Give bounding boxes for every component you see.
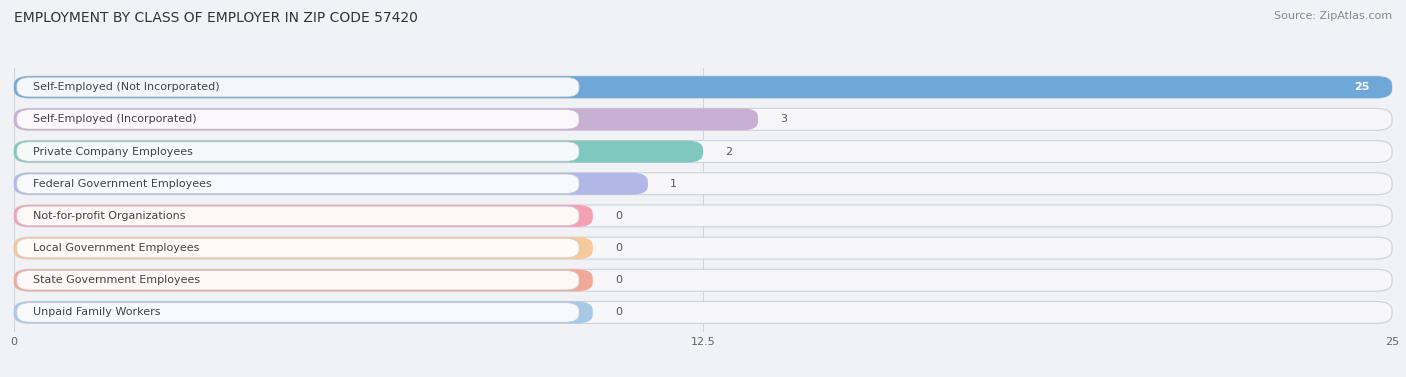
FancyBboxPatch shape <box>14 302 1392 323</box>
Text: Private Company Employees: Private Company Employees <box>34 147 193 156</box>
Text: EMPLOYMENT BY CLASS OF EMPLOYER IN ZIP CODE 57420: EMPLOYMENT BY CLASS OF EMPLOYER IN ZIP C… <box>14 11 418 25</box>
Text: 0: 0 <box>614 308 621 317</box>
Text: 0: 0 <box>614 243 621 253</box>
FancyBboxPatch shape <box>14 109 1392 130</box>
FancyBboxPatch shape <box>14 205 593 227</box>
FancyBboxPatch shape <box>14 205 1392 227</box>
FancyBboxPatch shape <box>17 303 579 322</box>
FancyBboxPatch shape <box>17 78 579 97</box>
Text: State Government Employees: State Government Employees <box>34 275 201 285</box>
Text: Source: ZipAtlas.com: Source: ZipAtlas.com <box>1274 11 1392 21</box>
Text: 0: 0 <box>614 275 621 285</box>
FancyBboxPatch shape <box>14 269 593 291</box>
FancyBboxPatch shape <box>17 238 579 258</box>
FancyBboxPatch shape <box>14 237 593 259</box>
Text: 3: 3 <box>780 114 787 124</box>
FancyBboxPatch shape <box>14 269 1392 291</box>
Text: 25: 25 <box>1354 82 1369 92</box>
FancyBboxPatch shape <box>14 173 1392 195</box>
Text: 0: 0 <box>614 211 621 221</box>
Text: 1: 1 <box>669 179 676 189</box>
Text: Not-for-profit Organizations: Not-for-profit Organizations <box>34 211 186 221</box>
Text: 2: 2 <box>725 147 733 156</box>
FancyBboxPatch shape <box>14 173 648 195</box>
FancyBboxPatch shape <box>17 206 579 225</box>
FancyBboxPatch shape <box>14 76 1392 98</box>
FancyBboxPatch shape <box>17 271 579 290</box>
FancyBboxPatch shape <box>17 142 579 161</box>
Text: Self-Employed (Not Incorporated): Self-Employed (Not Incorporated) <box>34 82 219 92</box>
FancyBboxPatch shape <box>14 302 593 323</box>
Text: Local Government Employees: Local Government Employees <box>34 243 200 253</box>
Text: Self-Employed (Incorporated): Self-Employed (Incorporated) <box>34 114 197 124</box>
FancyBboxPatch shape <box>14 76 1392 98</box>
FancyBboxPatch shape <box>14 237 1392 259</box>
FancyBboxPatch shape <box>14 141 703 162</box>
FancyBboxPatch shape <box>14 141 1392 162</box>
Text: Unpaid Family Workers: Unpaid Family Workers <box>34 308 160 317</box>
Text: Federal Government Employees: Federal Government Employees <box>34 179 212 189</box>
FancyBboxPatch shape <box>17 110 579 129</box>
FancyBboxPatch shape <box>17 174 579 193</box>
FancyBboxPatch shape <box>14 109 758 130</box>
